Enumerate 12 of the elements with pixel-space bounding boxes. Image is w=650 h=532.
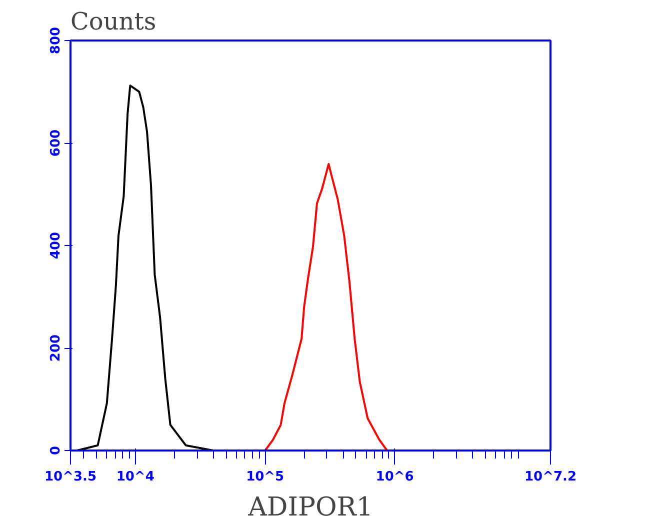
x-tick-label: 10^7.2 — [524, 470, 577, 484]
chart-title: Counts — [70, 8, 156, 36]
x-tick-label: 10^4 — [116, 470, 154, 484]
x-tick-label: 10^3.5 — [44, 470, 97, 484]
x-axis-title: ADIPOR1 — [247, 492, 373, 522]
y-tick-label: 200 — [48, 334, 64, 362]
y-tick-label: 0 — [48, 446, 64, 456]
x-tick-label: 10^6 — [376, 470, 414, 484]
y-tick-label: 600 — [48, 129, 64, 157]
y-tick-label: 400 — [48, 232, 64, 260]
y-tick-label: 800 — [48, 26, 64, 54]
x-tick-label: 10^5 — [246, 470, 284, 484]
